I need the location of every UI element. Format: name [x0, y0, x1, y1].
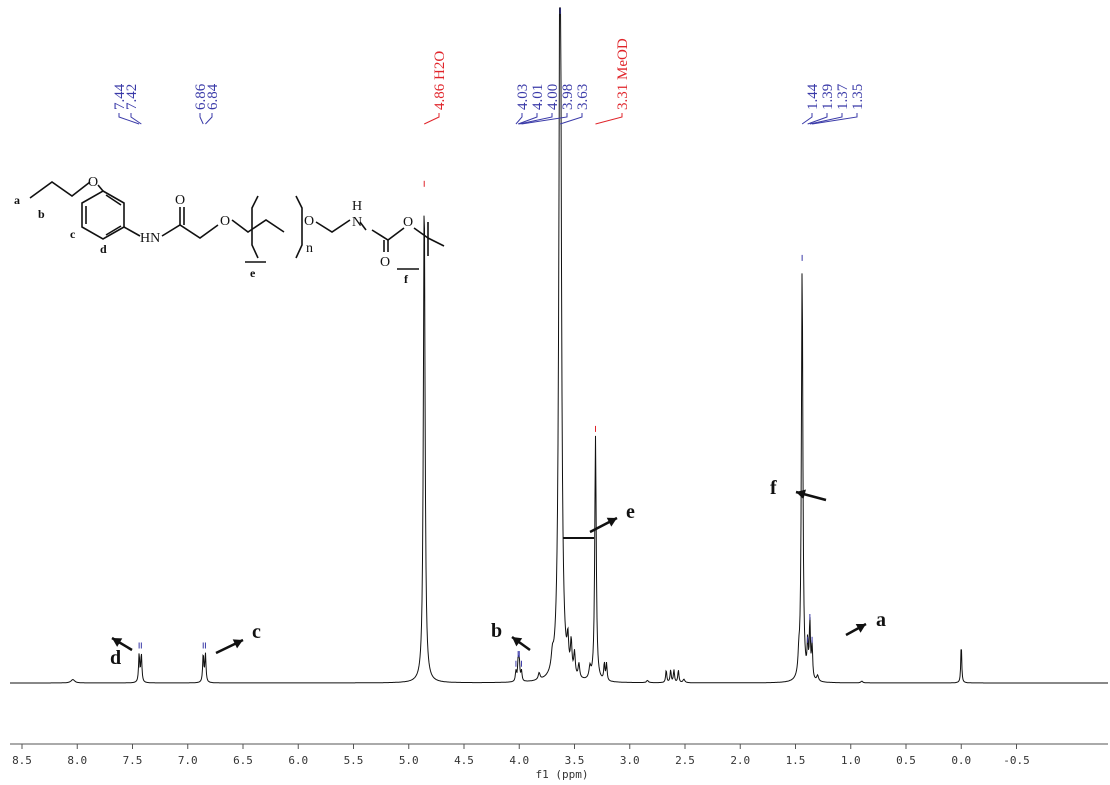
peak-label-connector	[118, 113, 140, 125]
peak-label-connector	[809, 113, 843, 125]
structure-atom-o1: O	[88, 175, 98, 190]
peak-label: 1.37	[835, 83, 851, 110]
peak-label: 3.98	[560, 84, 576, 110]
structure-label-b: b	[38, 207, 45, 221]
structure-atom-o6: O	[380, 255, 390, 270]
assignment-label-d: d	[110, 647, 121, 669]
x-tick-label: 1.5	[786, 754, 806, 767]
peak-label-connector	[517, 113, 538, 125]
peak-label: 1.35	[850, 84, 866, 110]
peak-label: 6.84	[205, 83, 221, 110]
peak-labels: 7.447.42 6.866.84 4.86 H2O 4.03 4.01 4.00 3.98…	[112, 8, 866, 667]
assignment-label-a: a	[876, 609, 886, 631]
x-tick-label: 2.0	[730, 754, 750, 767]
x-tick-label: 4.0	[509, 754, 529, 767]
peak-label: 7.42	[124, 84, 140, 110]
x-tick-label: 8.5	[12, 754, 32, 767]
peak-label: 4.01	[530, 84, 546, 110]
peak-label-connector	[811, 113, 858, 125]
structure-label-f: f	[404, 272, 409, 286]
assignment-label-c: c	[252, 621, 261, 643]
peak-label-connector	[521, 113, 568, 125]
structure-atom-n: N	[352, 215, 362, 230]
peak-label: 4.86 H2O	[432, 51, 448, 110]
x-tick-label: 1.0	[841, 754, 861, 767]
peak-label-connector	[515, 113, 523, 125]
peak-label: 1.39	[820, 84, 836, 110]
structure-atom-o3: O	[220, 214, 230, 229]
assignment-arrowhead-e	[606, 517, 617, 527]
peak-label: 7.44	[112, 83, 128, 110]
assignment-arrowhead-f	[796, 489, 806, 500]
peak-label-connector	[519, 113, 553, 125]
structure-atom-o5: O	[403, 215, 413, 230]
peak-label: 4.03	[515, 84, 531, 110]
assignment-arrowhead-c	[232, 639, 243, 649]
assignment-label-f: f	[770, 477, 777, 499]
peak-label-connector	[559, 113, 583, 125]
x-tick-label: 3.0	[620, 754, 640, 767]
structure-label-c: c	[70, 227, 76, 241]
structure-atom-hn: HN	[140, 231, 160, 246]
structure-atom-n-sub: n	[306, 241, 313, 256]
peak-label: 4.00	[545, 84, 561, 110]
assignment-arrowhead-a	[855, 623, 866, 633]
peak-label-connector	[205, 113, 213, 125]
chemical-structure	[29, 181, 445, 270]
x-tick-label: 5.5	[344, 754, 364, 767]
peak-label-connector	[807, 113, 828, 125]
structure-label-d: d	[100, 242, 107, 256]
x-tick-label: 0.5	[896, 754, 916, 767]
x-tick-label: 0.0	[951, 754, 971, 767]
structure-label-e: e	[250, 266, 256, 280]
peak-label-connector	[424, 113, 440, 125]
peak-label-connector	[801, 113, 813, 125]
x-tick-label: 7.0	[178, 754, 198, 767]
spectrum-trace	[10, 7, 1108, 684]
structure-atom-o4: O	[304, 214, 314, 229]
x-tick-label: 6.5	[233, 754, 253, 767]
x-tick-label: 2.5	[675, 754, 695, 767]
x-axis-ticks: 8.5 8.0 7.5 7.0 6.5 6.0 5.5 5.0 4.5 4.0 3.5 3.0 2.5 2…	[12, 744, 1030, 767]
assignment-label-b: b	[491, 620, 502, 642]
assignment-label-e: e	[626, 501, 635, 523]
structure-atom-o2: O	[175, 193, 185, 208]
peak-label: 1.44	[805, 83, 821, 110]
x-tick-label: 7.5	[123, 754, 143, 767]
structure-label-a: a	[14, 193, 20, 207]
x-tick-label: 5.0	[399, 754, 419, 767]
chemical-structure-labels: a b c d e f O HN O O O n H N O O	[14, 175, 413, 286]
peak-label: 6.86	[193, 83, 209, 110]
peak-label-connector	[595, 113, 623, 125]
peak-label: 3.63	[575, 84, 591, 110]
peak-label-connector	[199, 113, 204, 125]
x-tick-label: 6.0	[288, 754, 308, 767]
x-tick-label: 4.5	[454, 754, 474, 767]
x-tick-label: -0.5	[1003, 754, 1030, 767]
peak-label: 3.31 MeOD	[615, 38, 631, 110]
assignment-arrowhead-d	[112, 638, 123, 647]
peak-assignments: d c b e f a	[110, 477, 886, 669]
x-tick-label: 8.0	[67, 754, 87, 767]
x-axis-label: f1 (ppm)	[536, 768, 589, 781]
structure-atom-h: H	[352, 199, 362, 214]
x-tick-label: 3.5	[565, 754, 585, 767]
peak-label-connector	[130, 113, 142, 125]
assignment-arrowhead-b	[512, 637, 523, 647]
